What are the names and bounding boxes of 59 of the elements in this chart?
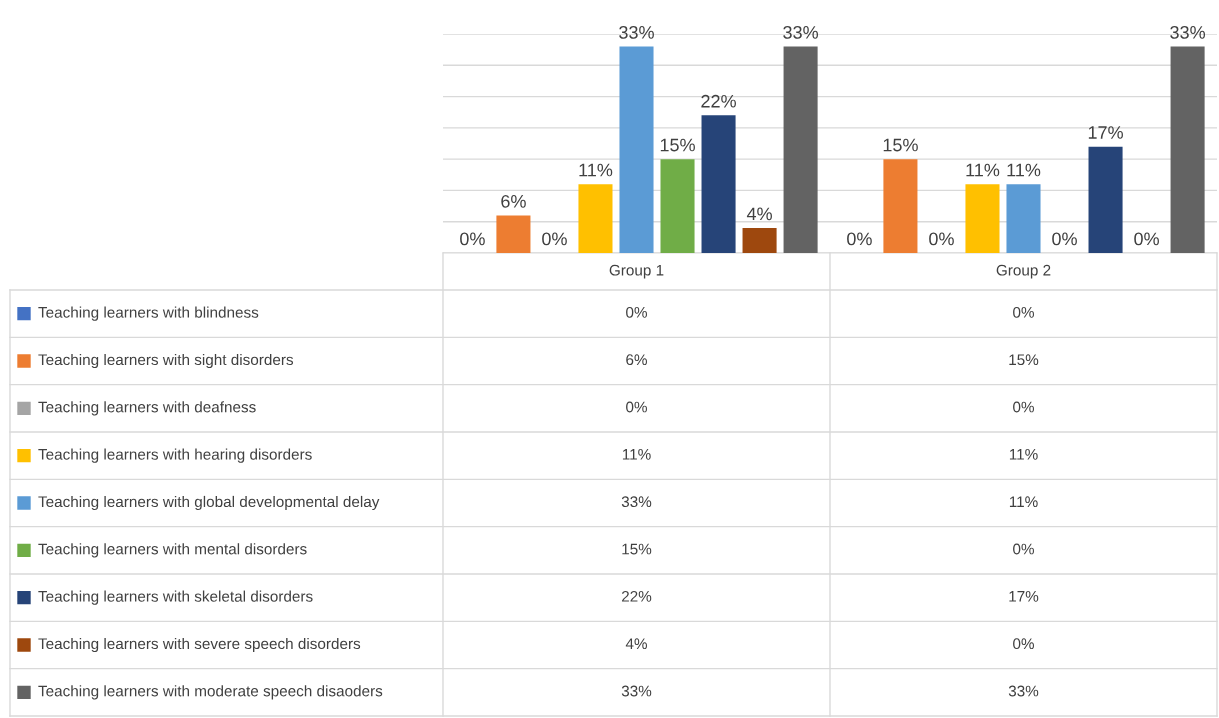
legend-label: Teaching learners with blindness bbox=[38, 306, 259, 321]
data-label: 0% bbox=[1013, 401, 1034, 413]
data-label: 6% bbox=[626, 354, 647, 366]
legend-label: Teaching learners with hearing disorders bbox=[38, 448, 312, 463]
legend-label: Teaching learners with severe speech disorders bbox=[38, 637, 361, 653]
x-tick-label: Group 1 bbox=[609, 264, 664, 279]
text: 33% bbox=[783, 25, 819, 39]
bar bbox=[883, 159, 918, 253]
legend-label: Teaching learners with mental disorders bbox=[38, 543, 307, 558]
data-label: 15% bbox=[1009, 354, 1039, 366]
text: 22% bbox=[701, 94, 736, 108]
text: 6% bbox=[501, 194, 526, 208]
legend-label: Teaching learners with global developmental delay bbox=[38, 495, 380, 511]
x-tick-label: Group 2 bbox=[996, 264, 1051, 279]
bar bbox=[496, 215, 531, 253]
data-label: 33% bbox=[621, 685, 652, 697]
bar bbox=[701, 115, 736, 253]
data-label: 0% bbox=[1013, 306, 1034, 318]
data-label: 0% bbox=[1013, 543, 1034, 555]
legend-label: Teaching learners with moderate speech disaoders bbox=[38, 685, 383, 700]
text: 0% bbox=[847, 232, 872, 246]
text: 15% bbox=[883, 138, 918, 152]
bar bbox=[578, 184, 613, 253]
data-label: 11% bbox=[622, 449, 651, 460]
bar bbox=[1006, 184, 1041, 253]
data-label: 17% bbox=[1009, 591, 1039, 602]
bar bbox=[965, 184, 1000, 253]
legend-label: Teaching learners with deafness bbox=[38, 401, 256, 416]
bar bbox=[742, 227, 777, 253]
text: 15% bbox=[660, 138, 695, 152]
data-label: 33% bbox=[621, 496, 652, 508]
text: 11% bbox=[966, 163, 1000, 177]
bar bbox=[1088, 146, 1123, 253]
data-label: 11% bbox=[1009, 449, 1038, 460]
text: 33% bbox=[619, 25, 654, 39]
bar bbox=[660, 159, 695, 253]
text: 11% bbox=[579, 163, 613, 177]
text: 0% bbox=[542, 232, 567, 246]
data-label: 15% bbox=[622, 543, 652, 555]
text: 0% bbox=[929, 232, 954, 246]
data-label: 0% bbox=[626, 401, 647, 413]
data-label: 0% bbox=[626, 306, 647, 318]
text: 33% bbox=[1170, 25, 1206, 39]
text: 17% bbox=[1088, 126, 1123, 139]
legend-label: Teaching learners with sight disorders bbox=[38, 353, 294, 369]
text: 0% bbox=[1052, 232, 1077, 246]
bar bbox=[1170, 46, 1205, 253]
data-label: 22% bbox=[621, 590, 652, 602]
legend-label: Teaching learners with skeletal disorders bbox=[38, 590, 313, 605]
bar bbox=[619, 46, 654, 253]
text: 11% bbox=[1007, 163, 1041, 177]
bar bbox=[783, 46, 818, 253]
data-label: 4% bbox=[625, 638, 647, 650]
data-label: 0% bbox=[1013, 638, 1034, 650]
text: 0% bbox=[1134, 232, 1159, 246]
data-label: 33% bbox=[1008, 685, 1039, 697]
data-label: 11% bbox=[1009, 496, 1038, 508]
text: 4% bbox=[746, 207, 772, 221]
text: 0% bbox=[460, 232, 485, 246]
